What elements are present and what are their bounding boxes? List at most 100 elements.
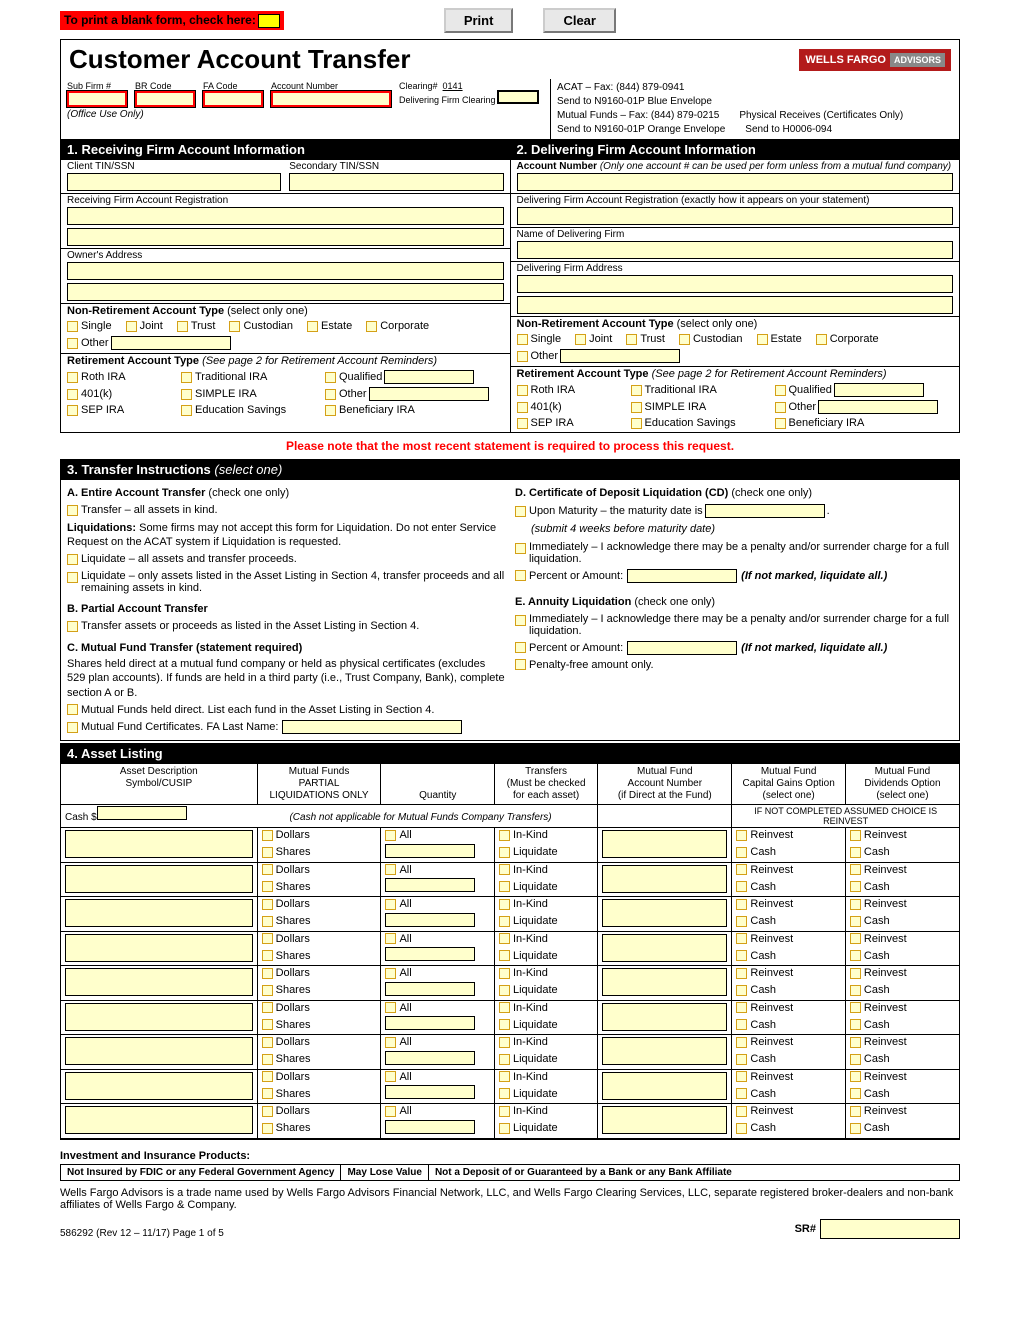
chk-cg-reinvest[interactable]: Reinvest <box>736 1105 793 1117</box>
chk-all[interactable]: All <box>385 1002 411 1014</box>
chk-liquidate[interactable]: Liquidate <box>499 881 558 893</box>
chk-liquidate-listed[interactable]: Liquidate – only assets listed in the As… <box>67 570 505 594</box>
chk-div-cash[interactable]: Cash <box>850 950 890 962</box>
chk-shares[interactable]: Shares <box>262 846 311 858</box>
chk-joint[interactable]: Joint <box>126 320 163 332</box>
chk-beneficiary-ira[interactable]: Beneficiary IRA <box>325 404 504 416</box>
chk-all[interactable]: All <box>385 933 411 945</box>
chk-inkind[interactable]: In-Kind <box>499 1105 548 1117</box>
chk-dollars[interactable]: Dollars <box>262 1071 310 1083</box>
mf-acct-input[interactable] <box>602 1106 727 1134</box>
ann-percent-input[interactable] <box>627 641 737 655</box>
chk-cg-cash[interactable]: Cash <box>736 846 776 858</box>
deliv-name-input[interactable] <box>517 241 954 259</box>
chk-inkind[interactable]: In-Kind <box>499 1002 548 1014</box>
chk-div-reinvest[interactable]: Reinvest <box>850 967 907 979</box>
chk-dollars[interactable]: Dollars <box>262 864 310 876</box>
chk-cg-cash[interactable]: Cash <box>736 950 776 962</box>
chk-simple-ira[interactable]: SIMPLE IRA <box>631 401 761 413</box>
chk-trust[interactable]: Trust <box>177 320 216 332</box>
chk-other[interactable]: Other <box>67 336 231 350</box>
mf-acct-input[interactable] <box>602 1037 727 1065</box>
chk-div-cash[interactable]: Cash <box>850 1088 890 1100</box>
asset-desc-input[interactable] <box>65 899 253 927</box>
chk-dollars[interactable]: Dollars <box>262 898 310 910</box>
chk-all[interactable]: All <box>385 898 411 910</box>
chk-dollars[interactable]: Dollars <box>262 829 310 841</box>
chk-shares[interactable]: Shares <box>262 1053 311 1065</box>
client-tin-input[interactable] <box>67 173 281 191</box>
chk-dollars[interactable]: Dollars <box>262 967 310 979</box>
chk-liquidate[interactable]: Liquidate <box>499 846 558 858</box>
chk-inkind[interactable]: In-Kind <box>499 864 548 876</box>
owner-addr-input2[interactable] <box>67 283 504 301</box>
chk-div-reinvest[interactable]: Reinvest <box>850 933 907 945</box>
clear-button[interactable]: Clear <box>543 8 616 33</box>
chk-single[interactable]: Single <box>517 333 562 345</box>
chk-div-cash[interactable]: Cash <box>850 1019 890 1031</box>
chk-liquidate[interactable]: Liquidate <box>499 915 558 927</box>
chk-inkind[interactable]: In-Kind <box>499 933 548 945</box>
qty-input[interactable] <box>385 1085 475 1099</box>
chk-transfer-inkind[interactable]: Transfer – all assets in kind. <box>67 504 218 516</box>
chk-shares[interactable]: Shares <box>262 950 311 962</box>
print-button[interactable]: Print <box>444 8 514 33</box>
chk-custodian[interactable]: Custodian <box>679 333 743 345</box>
qty-input[interactable] <box>385 947 475 961</box>
chk-estate[interactable]: Estate <box>307 320 352 332</box>
chk-mf-cert[interactable]: Mutual Fund Certificates. FA Last Name: <box>67 720 462 734</box>
chk-ann-penaltyfree[interactable]: Penalty-free amount only. <box>515 659 654 671</box>
chk-cd-percent[interactable]: Percent or Amount: (If not marked, liqui… <box>515 569 887 583</box>
chk-all[interactable]: All <box>385 864 411 876</box>
fa-code-input[interactable] <box>203 91 263 107</box>
chk-dollars[interactable]: Dollars <box>262 1036 310 1048</box>
chk-div-reinvest[interactable]: Reinvest <box>850 829 907 841</box>
chk-ann-immediate[interactable]: Immediately – I acknowledge there may be… <box>515 613 953 637</box>
chk-all[interactable]: All <box>385 829 411 841</box>
chk-education-savings[interactable]: Education Savings <box>181 404 311 416</box>
mf-acct-input[interactable] <box>602 1072 727 1100</box>
chk-liquidate[interactable]: Liquidate <box>499 1122 558 1134</box>
chk-all[interactable]: All <box>385 1105 411 1117</box>
mf-acct-input[interactable] <box>602 899 727 927</box>
chk-cd-immediate[interactable]: Immediately – I acknowledge there may be… <box>515 541 953 565</box>
chk-div-reinvest[interactable]: Reinvest <box>850 1036 907 1048</box>
chk-qualified[interactable]: Qualified <box>775 383 954 397</box>
chk-cg-cash[interactable]: Cash <box>736 915 776 927</box>
asset-desc-input[interactable] <box>65 934 253 962</box>
chk-div-cash[interactable]: Cash <box>850 915 890 927</box>
chk-dollars[interactable]: Dollars <box>262 933 310 945</box>
chk-cg-reinvest[interactable]: Reinvest <box>736 898 793 910</box>
chk-other[interactable]: Other <box>775 400 954 414</box>
chk-div-reinvest[interactable]: Reinvest <box>850 898 907 910</box>
deliv-acct-input[interactable] <box>517 173 954 191</box>
chk-liquidate-all[interactable]: Liquidate – all assets and transfer proc… <box>67 553 297 565</box>
chk-corporate[interactable]: Corporate <box>816 333 879 345</box>
chk-div-reinvest[interactable]: Reinvest <box>850 1002 907 1014</box>
chk-roth-ira[interactable]: Roth IRA <box>517 384 617 396</box>
chk-cg-cash[interactable]: Cash <box>736 984 776 996</box>
mf-acct-input[interactable] <box>602 968 727 996</box>
asset-desc-input[interactable] <box>65 968 253 996</box>
chk-cg-cash[interactable]: Cash <box>736 1019 776 1031</box>
asset-desc-input[interactable] <box>65 1106 253 1134</box>
chk-liquidate[interactable]: Liquidate <box>499 1053 558 1065</box>
chk-inkind[interactable]: In-Kind <box>499 1071 548 1083</box>
chk-401(k)[interactable]: 401(k) <box>67 388 167 400</box>
chk-div-reinvest[interactable]: Reinvest <box>850 864 907 876</box>
owner-addr-input1[interactable] <box>67 262 504 280</box>
chk-all[interactable]: All <box>385 1036 411 1048</box>
recv-reg-input1[interactable] <box>67 207 504 225</box>
chk-inkind[interactable]: In-Kind <box>499 829 548 841</box>
chk-401(k)[interactable]: 401(k) <box>517 401 617 413</box>
maturity-date-input[interactable] <box>705 504 825 518</box>
chk-trust[interactable]: Trust <box>626 333 665 345</box>
chk-cg-reinvest[interactable]: Reinvest <box>736 967 793 979</box>
deliv-addr-input1[interactable] <box>517 275 954 293</box>
chk-cg-reinvest[interactable]: Reinvest <box>736 829 793 841</box>
chk-cg-cash[interactable]: Cash <box>736 1053 776 1065</box>
chk-cg-cash[interactable]: Cash <box>736 1122 776 1134</box>
chk-shares[interactable]: Shares <box>262 881 311 893</box>
chk-cg-reinvest[interactable]: Reinvest <box>736 1036 793 1048</box>
qty-input[interactable] <box>385 982 475 996</box>
